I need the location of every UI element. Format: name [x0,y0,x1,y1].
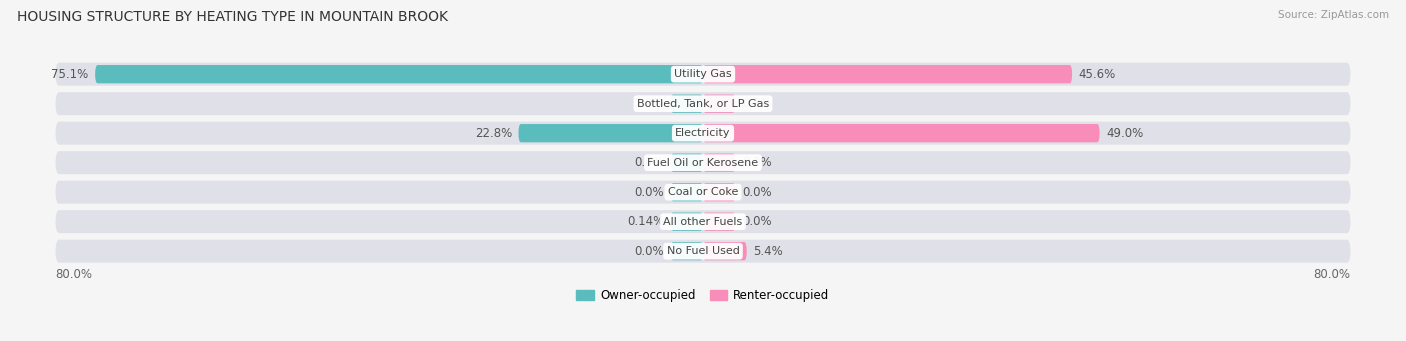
FancyBboxPatch shape [671,212,703,231]
Text: HOUSING STRUCTURE BY HEATING TYPE IN MOUNTAIN BROOK: HOUSING STRUCTURE BY HEATING TYPE IN MOU… [17,10,449,24]
Text: Source: ZipAtlas.com: Source: ZipAtlas.com [1278,10,1389,20]
FancyBboxPatch shape [55,63,1351,86]
FancyBboxPatch shape [703,94,735,113]
FancyBboxPatch shape [703,242,747,260]
Legend: Owner-occupied, Renter-occupied: Owner-occupied, Renter-occupied [572,284,834,307]
FancyBboxPatch shape [55,210,1351,233]
FancyBboxPatch shape [55,240,1351,263]
Text: 2.0%: 2.0% [634,97,664,110]
Text: 22.8%: 22.8% [475,127,512,140]
FancyBboxPatch shape [519,124,703,142]
Text: 0.0%: 0.0% [634,156,664,169]
Text: Utility Gas: Utility Gas [675,69,731,79]
Text: 0.14%: 0.14% [627,215,664,228]
FancyBboxPatch shape [55,151,1351,174]
Text: All other Fuels: All other Fuels [664,217,742,227]
Text: 0.0%: 0.0% [634,186,664,199]
FancyBboxPatch shape [671,242,703,260]
Text: 75.1%: 75.1% [52,68,89,81]
Text: Fuel Oil or Kerosene: Fuel Oil or Kerosene [647,158,759,168]
FancyBboxPatch shape [703,124,1099,142]
FancyBboxPatch shape [671,153,703,172]
FancyBboxPatch shape [55,92,1351,115]
Text: 0.0%: 0.0% [742,97,772,110]
Text: No Fuel Used: No Fuel Used [666,246,740,256]
FancyBboxPatch shape [671,183,703,201]
Text: 0.0%: 0.0% [634,245,664,258]
Text: 0.0%: 0.0% [742,186,772,199]
Text: 5.4%: 5.4% [754,245,783,258]
Text: Coal or Coke: Coal or Coke [668,187,738,197]
FancyBboxPatch shape [55,181,1351,204]
Text: 80.0%: 80.0% [1313,268,1351,281]
FancyBboxPatch shape [55,122,1351,145]
Text: 45.6%: 45.6% [1078,68,1116,81]
Text: Electricity: Electricity [675,128,731,138]
FancyBboxPatch shape [703,153,735,172]
Text: 80.0%: 80.0% [55,268,93,281]
FancyBboxPatch shape [703,65,1073,83]
FancyBboxPatch shape [671,94,703,113]
Text: Bottled, Tank, or LP Gas: Bottled, Tank, or LP Gas [637,99,769,109]
FancyBboxPatch shape [96,65,703,83]
Text: 0.0%: 0.0% [742,156,772,169]
FancyBboxPatch shape [703,183,735,201]
Text: 0.0%: 0.0% [742,215,772,228]
FancyBboxPatch shape [703,212,735,231]
Text: 49.0%: 49.0% [1107,127,1143,140]
